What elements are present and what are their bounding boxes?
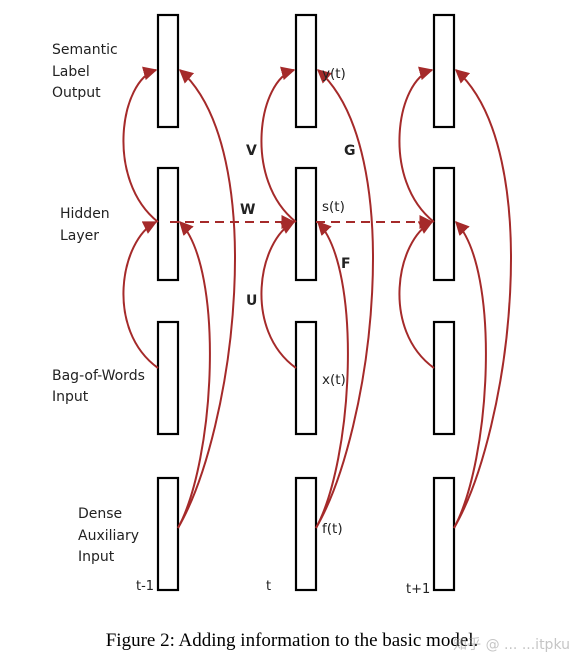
node-label-y: y(t) [322, 66, 346, 82]
dense-box-t [294, 476, 318, 592]
row-label-bow-line-2: Input [52, 389, 89, 405]
matrix-label-w: W [240, 202, 255, 218]
row-label-bow: Bag-of-Words Input [52, 368, 149, 405]
bow-box-t-minus-1 [156, 320, 180, 436]
time-label-t-minus-1: t-1 [136, 579, 154, 594]
row-label-hidden-line-1: Hidden [60, 206, 110, 222]
matrix-label-u: U [246, 293, 257, 309]
row-label-dense-line-1: Dense [78, 506, 122, 522]
arrow-dense-to-hidden-t-minus-1 [177, 220, 211, 529]
bow-box-t-plus-1 [432, 320, 456, 436]
row-label-dense: Dense Auxiliary Input [78, 506, 143, 565]
arrow-dense-to-output-t-plus-1 [453, 69, 512, 529]
row-label-bow-line-1: Bag-of-Words [52, 368, 145, 384]
hidden-box-t-plus-1 [432, 166, 456, 282]
row-label-hidden: Hidden Layer [60, 206, 114, 244]
hidden-box-t [294, 166, 318, 282]
watermark: 知乎 @ ... ...itpku [453, 637, 570, 653]
dense-box-t-plus-1 [432, 476, 456, 592]
arrow-bow-to-hidden-t-plus-1 [398, 221, 435, 369]
output-box-t-plus-1 [432, 13, 456, 129]
arrow-hidden-to-output-t-minus-1 [122, 66, 159, 223]
arrow-dense-to-output-t-minus-1 [177, 69, 236, 529]
matrix-label-f: F [341, 256, 351, 272]
arrow-bow-to-hidden-t [260, 221, 297, 369]
arrow-hidden-to-output-t [260, 66, 297, 223]
arrow-hidden-to-output-t-plus-1 [398, 66, 435, 223]
row-label-dense-line-2: Auxiliary [78, 528, 139, 544]
time-label-t-plus-1: t+1 [406, 582, 430, 597]
row-label-dense-line-3: Input [78, 549, 115, 565]
bow-box-t [294, 320, 318, 436]
output-box-t [294, 13, 318, 129]
row-label-output: Semantic Label Output [52, 42, 122, 101]
arrow-bow-to-hidden-t-minus-1 [122, 221, 159, 369]
node-label-f: f(t) [322, 521, 343, 537]
hidden-box-t-minus-1 [156, 166, 180, 282]
row-label-output-line-3: Output [52, 85, 101, 101]
figure-caption: Figure 2: Adding information to the basi… [105, 630, 479, 651]
matrix-label-g: G [344, 143, 356, 159]
output-box-t-minus-1 [156, 13, 180, 129]
arrow-dense-to-output-t [315, 69, 374, 529]
node-label-x: x(t) [322, 372, 346, 388]
node-label-s: s(t) [322, 199, 345, 215]
row-label-hidden-line-2: Layer [60, 228, 99, 244]
matrix-label-v: V [246, 143, 257, 159]
row-label-output-line-2: Label [52, 64, 90, 80]
row-label-output-line-1: Semantic [52, 42, 118, 58]
time-label-t: t [266, 579, 271, 594]
arrow-dense-to-hidden-t-plus-1 [453, 220, 487, 529]
arrow-dense-to-hidden-t [315, 220, 349, 529]
dense-box-t-minus-1 [156, 476, 180, 592]
